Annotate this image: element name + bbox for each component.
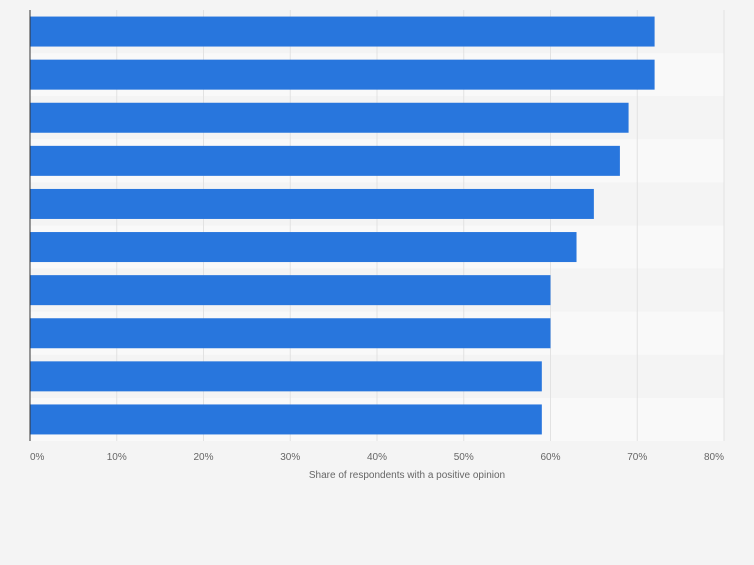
bar [30, 318, 551, 349]
x-tick-label: 10% [107, 452, 127, 463]
x-axis-label: Share of respondents with a positive opi… [309, 470, 505, 481]
bar [30, 404, 542, 435]
x-tick-label: 60% [540, 452, 560, 463]
bar [30, 275, 551, 306]
bar [30, 361, 542, 392]
x-tick-label: 20% [193, 452, 213, 463]
bars [30, 16, 655, 435]
bar [30, 188, 594, 219]
bar [30, 145, 620, 176]
x-tick-label: 50% [454, 452, 474, 463]
bar [30, 232, 577, 263]
x-tick-label: 70% [627, 452, 647, 463]
x-tick-label: 80% [704, 452, 724, 463]
bar [30, 16, 655, 47]
x-tick-label: 0% [30, 452, 45, 463]
bar [30, 59, 655, 90]
x-tick-label: 30% [280, 452, 300, 463]
bar [30, 102, 629, 133]
x-tick-label: 40% [367, 452, 387, 463]
x-tick-labels: 0% 10% 20% 30% 40% 50% 60% 70% 80% [30, 452, 724, 463]
